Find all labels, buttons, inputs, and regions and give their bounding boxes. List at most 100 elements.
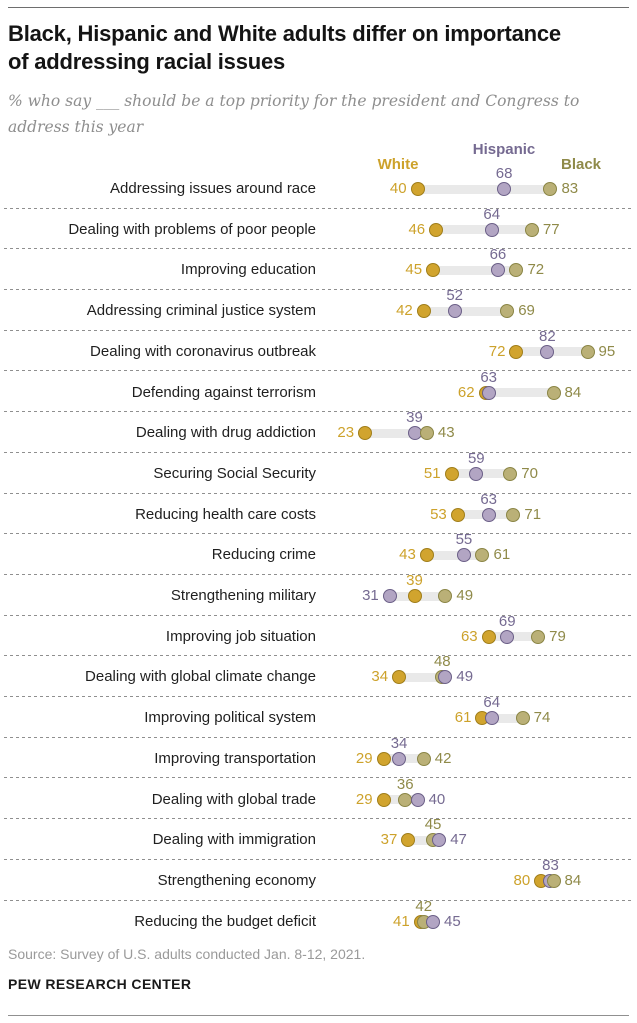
value-label-hispanic: 59 [467,449,485,467]
value-label-hispanic: 31 [362,587,379,604]
value-label-hispanic: 40 [428,790,446,808]
chart-row: Reducing health care costs 53 63 71 [0,492,637,535]
dot-hispanic [447,304,462,319]
chart-subtitle: % who say ___ should be a top priority f… [8,92,580,136]
dot-white [376,751,391,766]
dot-hispanic [497,182,512,196]
dot-hispanic [490,263,505,278]
chart-row: Dealing with coronavirus outbreak 72 82 95 [0,329,637,372]
value-label-black: 83 [561,180,579,197]
connector-bar [365,428,427,438]
row-separator [4,451,633,453]
value-label-black: 48 [433,653,451,671]
dot-hispanic [484,711,499,726]
top-rule [8,7,629,8]
value-label-black: 43 [437,424,455,442]
category-label: Dealing with global trade [151,790,316,808]
dot-black [509,263,524,278]
value-label-white: 80 [513,871,531,889]
connector-bar [408,835,440,845]
value-label-hispanic: 47 [450,831,467,849]
value-label-white: 53 [430,505,447,523]
value-label-black: 84 [564,383,582,401]
row-separator [4,614,633,616]
dot-black [475,548,490,563]
value-label-black: 70 [521,464,538,482]
category-label: Dealing with coronavirus outbreak [90,342,316,360]
value-label-black: 79 [549,627,566,645]
chart-row: Defending against terrorism 62 63 84 [0,368,637,413]
dot-white [444,466,459,481]
value-label-white: 63 [460,627,478,645]
dot-black [543,182,558,196]
value-label-white: 41 [393,912,410,930]
brand: PEW RESEARCH CENTER [8,976,192,992]
connector-bar [417,184,551,194]
value-label-black: 72 [527,261,545,279]
chart-row: Improving job situation 63 69 79 [0,614,637,657]
chart-title: Black, Hispanic and White adults differ … [8,21,561,74]
dot-black [524,222,539,237]
category-label: Strengthening military [170,587,316,604]
row-separator [4,899,633,901]
category-label: Improving political system [144,709,316,727]
connector-bar [436,225,532,235]
category-label: Dealing with global climate change [85,668,316,686]
dot-hispanic [500,629,515,644]
dot-hispanic [426,914,441,929]
value-label-white: 42 [396,302,413,320]
dot-black [546,873,561,888]
value-label-hispanic: 39 [406,409,423,427]
category-label: Improving job situation [165,627,316,645]
dot-hispanic [392,751,407,766]
dot-black [503,466,518,481]
chart-row: Addressing criminal justice system 42 52 69 [0,288,637,331]
value-label-black: 84 [564,871,582,889]
value-label-white: 72 [488,342,506,360]
row-separator [4,492,633,494]
dot-hispanic [456,548,471,563]
dot-hispanic [438,670,453,685]
dot-hispanic [481,507,496,522]
value-label-white: 37 [380,831,398,849]
category-label: Reducing health care costs [135,505,316,523]
value-label-black: 77 [542,220,560,238]
dot-white [358,426,373,441]
dot-black [531,629,546,644]
category-label: Dealing with problems of poor people [68,220,316,238]
dot-black [580,344,595,359]
row-separator [4,655,633,657]
connector-bar [423,306,508,316]
dot-white [429,222,444,237]
legend-label-white: White [377,156,419,173]
dot-white [481,629,496,644]
row-separator [4,858,633,860]
row-separator [4,573,633,575]
value-label-white: 23 [337,424,355,442]
connector-bar [485,388,554,397]
bottom-rule [8,1015,629,1016]
value-label-black: 95 [598,342,616,360]
connector-bar [426,550,483,560]
value-label-hispanic: 63 [480,368,497,386]
value-label-white: 46 [408,220,426,238]
value-label-black: 69 [518,302,535,320]
dot-black [416,751,431,766]
chart-row: Securing Social Security 51 59 70 [0,449,637,494]
dot-black [506,507,521,522]
value-label-hispanic: 45 [444,912,461,930]
value-label-hispanic: 68 [495,165,513,182]
row-separator [4,777,633,779]
chart-row: Dealing with problems of poor people 46 64… [0,207,637,250]
value-label-white: 40 [389,180,407,197]
category-label: Defending against terrorism [131,383,316,401]
dot-hispanic [481,385,496,400]
value-label-hispanic: 34 [390,734,408,752]
value-label-black: 42 [415,897,433,915]
dot-white [509,344,524,359]
dot-hispanic [432,833,447,848]
value-label-hispanic: 49 [456,668,474,686]
dot-white [419,548,434,563]
value-label-hispanic: 55 [455,531,473,549]
